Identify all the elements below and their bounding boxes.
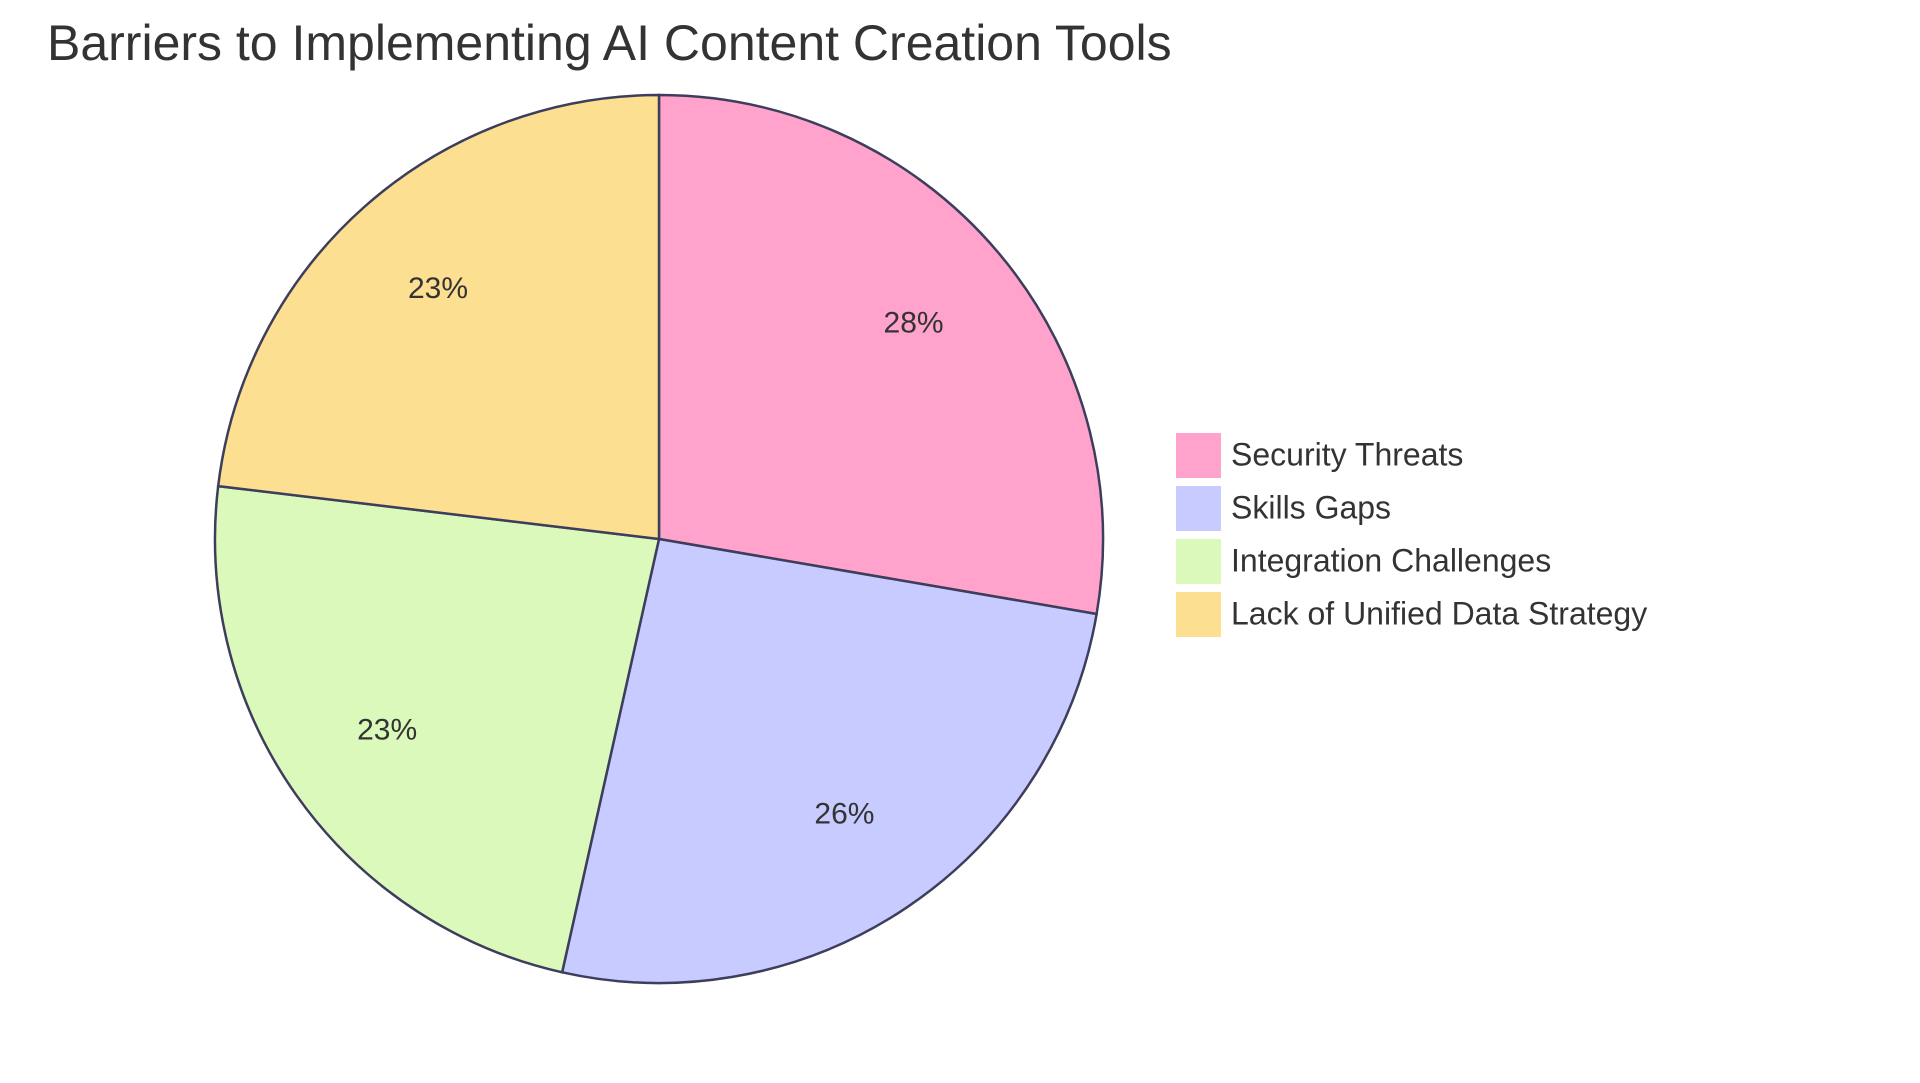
slice-percent-label: 23%: [357, 713, 417, 746]
legend-label: Integration Challenges: [1231, 542, 1551, 578]
legend-swatch: [1176, 592, 1221, 637]
slice-percent-label: 28%: [884, 306, 944, 339]
pie-slice-integration-challenges: [213, 484, 661, 974]
pie-slice-security-threats: [657, 93, 1105, 616]
slice-percent-label: 23%: [408, 272, 468, 305]
pie-slice-skills-gaps: [560, 537, 1099, 985]
legend-label: Skills Gaps: [1231, 489, 1391, 525]
legend-swatch: [1176, 539, 1221, 584]
legend-label: Security Threats: [1231, 436, 1463, 472]
chart-title: Barriers to Implementing AI Content Crea…: [47, 15, 1172, 71]
legend-swatch: [1176, 433, 1221, 478]
legend-label: Lack of Unified Data Strategy: [1231, 595, 1647, 631]
legend-swatch: [1176, 486, 1221, 531]
slice-percent-label: 26%: [814, 798, 874, 831]
pie-slice-lack-of-unified-data-strategy: [216, 93, 661, 541]
